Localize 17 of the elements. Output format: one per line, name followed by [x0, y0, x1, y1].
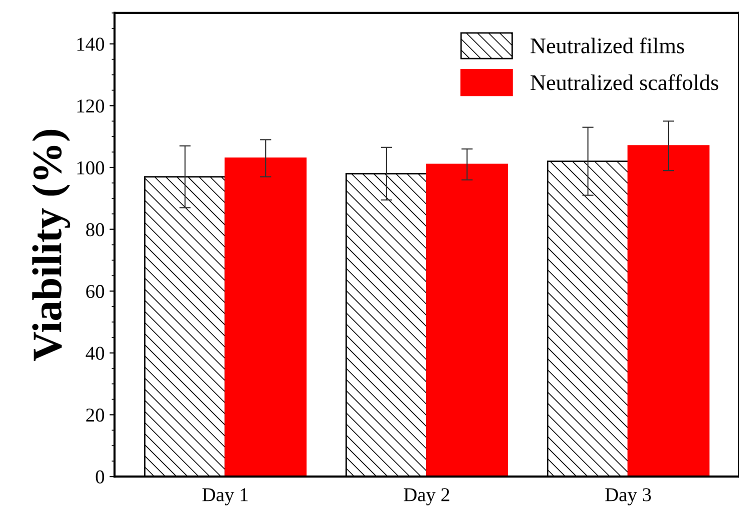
y-tick-label: 120: [77, 99, 104, 113]
y-tick-label: 60: [86, 284, 104, 298]
y-tick-label: 140: [77, 38, 104, 51]
bar: [224, 158, 307, 477]
legend-label: Neutralized films: [530, 38, 684, 54]
bar: [426, 164, 508, 477]
y-tick-label: 40: [86, 346, 104, 360]
y-tick-label: 80: [86, 223, 104, 236]
legend-label: Neutralized scaffolds: [530, 74, 718, 90]
y-tick-label: 0: [96, 470, 104, 484]
y-axis-title: Viability (%): [32, 130, 70, 361]
y-tick-label: 100: [77, 161, 104, 174]
x-tick-label: Day 1: [202, 488, 248, 506]
y-tick-label: 20: [86, 408, 104, 422]
bar: [628, 145, 710, 477]
x-tick-label: Day 2: [404, 488, 450, 506]
x-tick-label: Day 3: [605, 488, 651, 506]
